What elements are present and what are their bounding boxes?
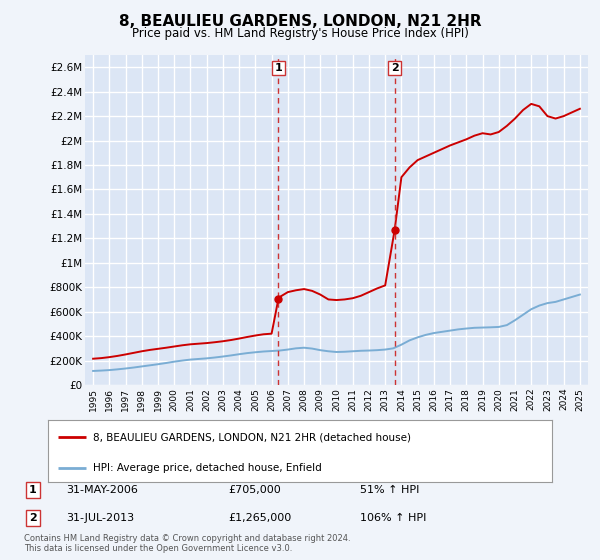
Text: £1,265,000: £1,265,000 — [228, 513, 291, 523]
Text: £705,000: £705,000 — [228, 485, 281, 495]
Text: 51% ↑ HPI: 51% ↑ HPI — [360, 485, 419, 495]
Text: 1: 1 — [275, 63, 282, 73]
Text: 31-MAY-2006: 31-MAY-2006 — [66, 485, 138, 495]
Text: Contains HM Land Registry data © Crown copyright and database right 2024.
This d: Contains HM Land Registry data © Crown c… — [24, 534, 350, 553]
Text: HPI: Average price, detached house, Enfield: HPI: Average price, detached house, Enfi… — [94, 463, 322, 473]
Text: 1: 1 — [29, 485, 37, 495]
Text: 106% ↑ HPI: 106% ↑ HPI — [360, 513, 427, 523]
Text: 8, BEAULIEU GARDENS, LONDON, N21 2HR (detached house): 8, BEAULIEU GARDENS, LONDON, N21 2HR (de… — [94, 432, 412, 442]
Text: Price paid vs. HM Land Registry's House Price Index (HPI): Price paid vs. HM Land Registry's House … — [131, 27, 469, 40]
Text: 2: 2 — [391, 63, 398, 73]
Text: 2: 2 — [29, 513, 37, 523]
Text: 8, BEAULIEU GARDENS, LONDON, N21 2HR: 8, BEAULIEU GARDENS, LONDON, N21 2HR — [119, 14, 481, 29]
Text: 31-JUL-2013: 31-JUL-2013 — [66, 513, 134, 523]
